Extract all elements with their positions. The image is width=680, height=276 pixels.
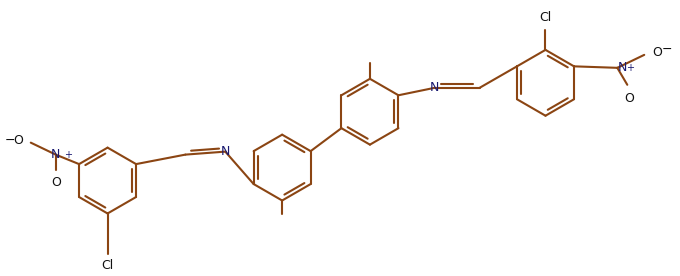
Text: Cl: Cl (539, 11, 551, 24)
Text: O: O (624, 92, 634, 105)
Text: Cl: Cl (101, 259, 114, 272)
Text: N: N (430, 81, 439, 94)
Text: N: N (617, 61, 627, 74)
Text: O: O (652, 46, 662, 59)
Text: −: − (4, 134, 15, 147)
Text: −: − (661, 43, 672, 56)
Text: O: O (13, 134, 23, 147)
Text: +: + (626, 63, 634, 73)
Text: O: O (51, 176, 61, 189)
Text: N: N (51, 148, 61, 161)
Text: +: + (64, 150, 71, 160)
Text: N: N (220, 145, 230, 158)
